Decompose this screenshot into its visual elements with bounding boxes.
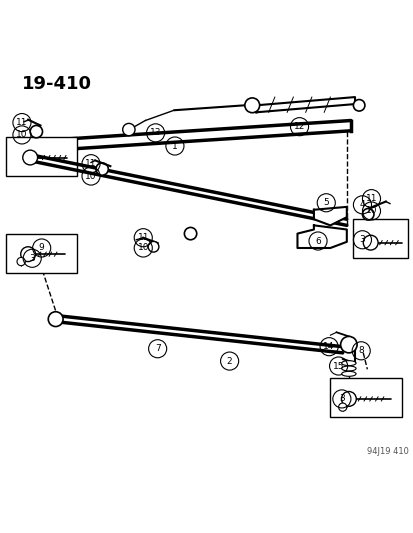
Text: 12: 12 xyxy=(293,122,304,131)
Circle shape xyxy=(362,235,377,250)
Bar xyxy=(330,377,401,417)
Ellipse shape xyxy=(341,361,355,366)
Ellipse shape xyxy=(341,366,355,371)
Circle shape xyxy=(148,241,159,252)
Text: 13: 13 xyxy=(150,128,161,138)
Text: 2: 2 xyxy=(226,357,232,366)
Text: 11: 11 xyxy=(365,194,376,203)
Text: 3: 3 xyxy=(359,235,364,244)
Text: 10: 10 xyxy=(137,244,149,253)
Text: 11: 11 xyxy=(85,159,97,168)
Text: 10: 10 xyxy=(85,172,97,181)
Circle shape xyxy=(338,403,346,411)
Text: 14: 14 xyxy=(323,342,334,351)
Text: 4: 4 xyxy=(359,200,364,209)
Circle shape xyxy=(30,125,43,138)
Text: 1: 1 xyxy=(172,142,177,150)
Text: 8: 8 xyxy=(358,346,363,356)
Polygon shape xyxy=(313,207,346,225)
Text: 9: 9 xyxy=(39,244,45,253)
Circle shape xyxy=(122,124,135,136)
Text: 7: 7 xyxy=(154,344,160,353)
Text: 15: 15 xyxy=(332,361,344,370)
Circle shape xyxy=(96,163,108,175)
Circle shape xyxy=(184,228,196,240)
Circle shape xyxy=(340,336,356,353)
Bar xyxy=(5,137,77,176)
Circle shape xyxy=(341,392,356,406)
Text: 11: 11 xyxy=(16,118,28,127)
Polygon shape xyxy=(256,97,354,112)
Text: 19-410: 19-410 xyxy=(22,75,92,93)
Text: 10: 10 xyxy=(16,131,28,140)
Circle shape xyxy=(244,98,259,112)
Bar xyxy=(352,219,408,259)
Ellipse shape xyxy=(341,372,355,376)
Circle shape xyxy=(353,100,364,111)
Text: 6: 6 xyxy=(314,237,320,246)
Text: 94J19 410: 94J19 410 xyxy=(366,447,408,456)
Circle shape xyxy=(361,208,373,220)
Text: 10: 10 xyxy=(365,206,376,215)
Bar xyxy=(5,233,77,273)
Text: 3: 3 xyxy=(29,254,35,263)
Polygon shape xyxy=(297,225,346,248)
Text: 3: 3 xyxy=(338,394,344,403)
Circle shape xyxy=(17,257,25,265)
Circle shape xyxy=(21,247,36,262)
Text: 5: 5 xyxy=(323,198,328,207)
Text: 11: 11 xyxy=(137,233,149,242)
Circle shape xyxy=(23,150,38,165)
Circle shape xyxy=(48,312,63,327)
